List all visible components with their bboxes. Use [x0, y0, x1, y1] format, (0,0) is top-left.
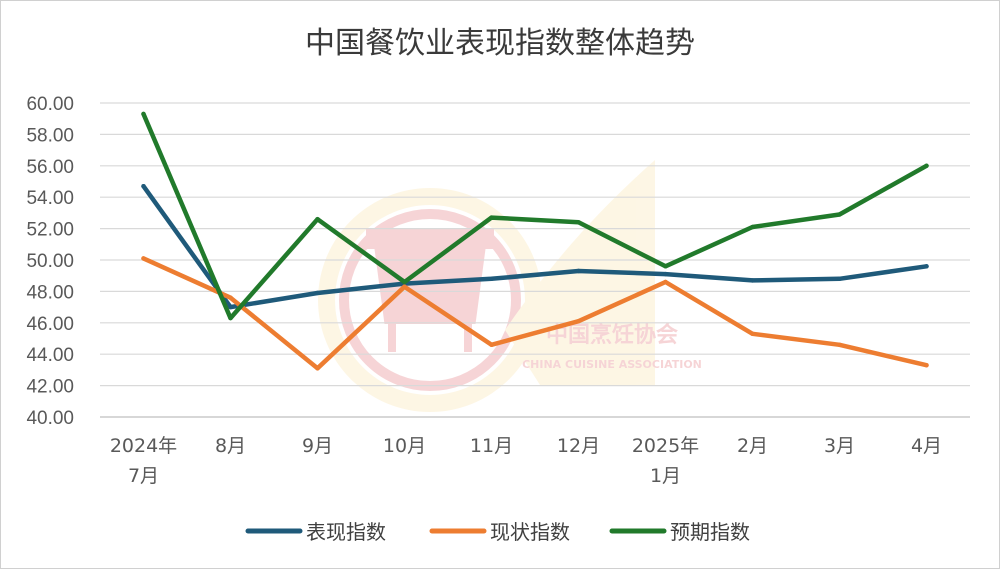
y-tick-label: 56.00 — [26, 157, 74, 178]
legend-label: 现状指数 — [490, 520, 570, 544]
series-lines — [141, 111, 929, 371]
x-tick-label: 11月 — [470, 435, 513, 457]
legend-label: 预期指数 — [670, 520, 750, 544]
data-point — [228, 304, 233, 310]
x-tick-label: 8月 — [215, 435, 246, 457]
x-tick-label: 4月 — [911, 435, 942, 457]
legend-label: 表现指数 — [306, 520, 386, 544]
y-tick-label: 50.00 — [26, 251, 74, 272]
chart-title: 中国餐饮业表现指数整体趋势 — [305, 26, 695, 61]
data-point — [489, 276, 494, 282]
y-tick-label: 46.00 — [26, 314, 74, 335]
data-point — [750, 331, 755, 336]
y-tick-label: 54.00 — [26, 188, 74, 209]
x-tick-label: 12月 — [557, 435, 600, 457]
data-point — [837, 342, 842, 347]
x-tick-label: 2025年 — [632, 435, 699, 457]
series-line-2 — [141, 111, 929, 321]
y-axis-ticks: 40.00 42.00 44.00 46.00 48.00 50.00 52.00 54.00… — [26, 94, 74, 429]
data-point — [663, 271, 668, 277]
data-point — [576, 220, 581, 225]
y-tick-label: 40.00 — [26, 408, 74, 429]
data-point — [489, 215, 494, 220]
x-tick-label: 2024年 — [110, 435, 177, 457]
x-tick-label: 1月 — [650, 465, 681, 487]
data-point — [141, 256, 146, 261]
series-line-1 — [141, 256, 929, 371]
data-point — [141, 184, 146, 189]
data-point — [924, 362, 929, 368]
data-point — [315, 290, 320, 296]
x-tick-label: 2月 — [737, 435, 768, 457]
data-point — [576, 319, 581, 324]
data-point — [663, 279, 668, 285]
data-point — [228, 315, 233, 321]
data-point — [402, 284, 407, 289]
grid-lines — [100, 102, 970, 418]
y-tick-label: 42.00 — [26, 377, 74, 398]
watermark-ring-mid — [335, 205, 525, 395]
legend: 表现指数 现状指数 预期指数 — [245, 520, 750, 544]
y-tick-label: 60.00 — [26, 94, 74, 115]
data-point — [141, 111, 146, 117]
data-point — [315, 216, 320, 222]
data-point — [837, 212, 842, 217]
y-tick-label: 48.00 — [26, 282, 74, 303]
data-point — [315, 366, 320, 371]
y-tick-label: 52.00 — [26, 220, 74, 241]
watermark-subname: CHINA CUISINE ASSOCIATION — [522, 358, 702, 371]
series-line-0 — [141, 183, 929, 310]
data-point — [489, 342, 494, 347]
x-tick-label: 10月 — [383, 435, 426, 457]
watermark-ring-outer — [318, 188, 542, 412]
y-tick-label: 44.00 — [26, 345, 74, 366]
y-tick-label: 58.00 — [26, 125, 74, 146]
x-tick-label: 9月 — [302, 435, 333, 457]
data-point — [228, 295, 233, 300]
data-point — [837, 276, 842, 282]
data-point — [750, 278, 755, 283]
data-point — [750, 224, 755, 230]
data-point — [663, 264, 668, 269]
x-tick-label: 3月 — [824, 435, 855, 457]
data-point — [924, 264, 929, 269]
data-point — [576, 268, 581, 274]
data-point — [402, 279, 407, 285]
data-point — [924, 163, 929, 168]
x-axis-ticks: 2024年 7月 8月 9月 10月 11月 12月 2025年 1月 2月 3月 4月 — [110, 435, 942, 487]
watermark-logo: 中国烹饪协会 CHINA CUISINE ASSOCIATION — [318, 160, 702, 412]
x-tick-label: 7月 — [128, 465, 159, 487]
